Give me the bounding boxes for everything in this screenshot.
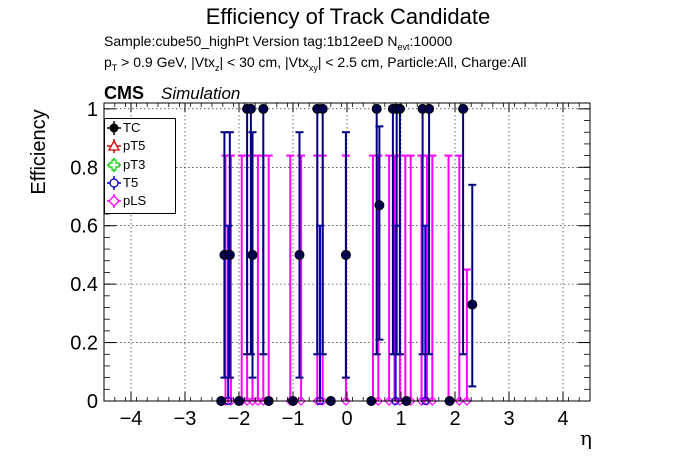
error-bars <box>220 107 477 401</box>
sample-text: Sample:cube50_highPt Version tag:1b12eeD… <box>104 33 398 49</box>
point-tc <box>424 103 435 114</box>
legend-entry: pT5 <box>105 138 175 156</box>
legend-label: pT5 <box>123 138 146 154</box>
simulation-label: Simulation <box>161 84 241 103</box>
legend-shape <box>109 123 119 133</box>
x-tick-label: −1 <box>282 408 305 430</box>
y-tick-label: 0.4 <box>70 274 98 296</box>
x-tick-label: 3 <box>503 408 514 430</box>
point-tc <box>224 249 235 260</box>
point-tc <box>245 103 256 114</box>
point-pls <box>427 396 438 406</box>
point-tc <box>374 200 385 211</box>
legend-entry: pT3 <box>105 157 175 175</box>
y-tick-label: 0.8 <box>70 157 98 179</box>
point-tc <box>294 249 305 260</box>
nevt-subscript: evt <box>397 42 410 52</box>
point-pls <box>454 396 465 406</box>
point-pls <box>462 396 472 406</box>
legend-shape <box>108 195 120 208</box>
x-tick-label: 1 <box>395 408 406 430</box>
point-tc <box>247 249 258 260</box>
x-tick-label: 2 <box>449 408 460 430</box>
legend: TC pT5 pT3 T5 pLS <box>104 118 176 214</box>
cut-sub-a: T <box>111 63 118 73</box>
y-axis-label: Efficiency <box>28 109 50 194</box>
x-tick-label: −4 <box>120 408 143 430</box>
point-tc <box>458 103 469 114</box>
cms-label: CMS <box>104 83 144 103</box>
x-axis-label: η <box>580 426 592 450</box>
legend-label: TC <box>123 120 141 135</box>
cut-text-a: p <box>104 54 112 70</box>
point-tc <box>371 103 382 114</box>
legend-marker-icon <box>107 139 121 154</box>
cut-sub-c: xy <box>308 63 318 73</box>
y-tick-label: 0.6 <box>70 216 98 238</box>
cut-text-b: > 0.9 GeV, |Vtx <box>117 54 215 70</box>
legend-marker-icon <box>107 157 121 172</box>
point-tc <box>467 299 478 310</box>
legend-label: T5 <box>123 174 139 190</box>
legend-shape <box>107 139 121 151</box>
legend-marker-icon <box>107 121 121 135</box>
legend-entry: TC <box>105 120 175 138</box>
x-tick-label: 0 <box>341 408 352 430</box>
legend-marker-icon <box>107 175 121 190</box>
x-tick-label: 4 <box>557 408 568 430</box>
legend-marker-icon <box>107 194 121 209</box>
y-tick-label: 0.2 <box>70 333 98 355</box>
nevt-value: :10000 <box>409 33 453 49</box>
point-tc <box>340 249 351 260</box>
selection-cuts: pT > 0.9 GeV, |Vtxz| < 30 cm, |Vtxxy| < … <box>104 54 527 73</box>
x-tick-label: −3 <box>174 408 197 430</box>
chart-title: Efficiency of Track Candidate <box>205 4 491 29</box>
cut-text-d: | < 2.5 cm, Particle:All, Charge:All <box>317 54 527 70</box>
x-tick-label: −2 <box>228 408 251 430</box>
point-tc <box>258 103 269 114</box>
y-tick-label: 0 <box>87 391 98 413</box>
cut-text-c: | < 30 cm, |Vtx <box>219 54 309 70</box>
legend-entry: T5 <box>105 175 175 193</box>
tick-labels: −4 −3 −2 −1 0 1 2 3 4 0 0.2 0.4 0.6 0.8 1 <box>70 99 568 430</box>
axis-ticks <box>103 103 591 402</box>
sample-info: Sample:cube50_highPt Version tag:1b12eeD… <box>104 33 452 52</box>
point-pls <box>341 396 351 406</box>
legend-label: pLS <box>123 193 147 209</box>
legend-shape <box>109 178 119 188</box>
legend-label: pT3 <box>123 156 146 172</box>
y-tick-label: 1 <box>87 99 98 121</box>
legend-entry: pLS <box>105 193 175 211</box>
point-tc <box>317 103 328 114</box>
legend-shape <box>108 158 120 171</box>
point-tc <box>394 103 405 114</box>
cut-sub-b: z <box>214 63 220 73</box>
